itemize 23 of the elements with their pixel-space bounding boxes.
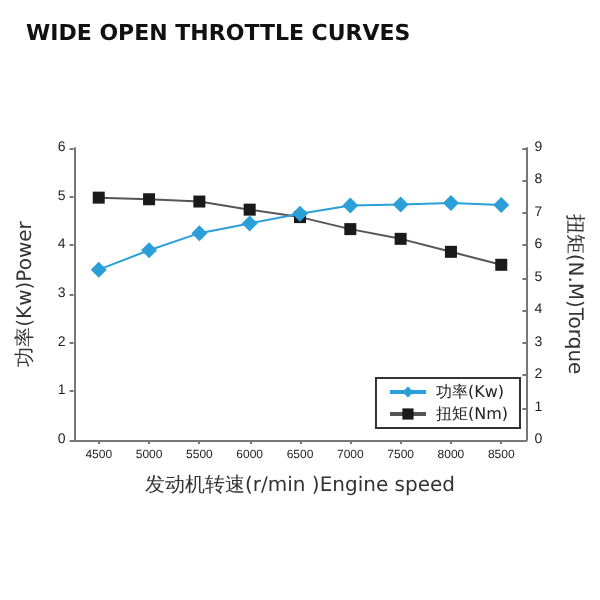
y-axis-title: 功率(Kw)Power	[13, 219, 37, 367]
point	[444, 245, 457, 258]
point	[243, 203, 256, 216]
point	[92, 191, 105, 204]
point	[241, 215, 258, 232]
chart-title: WIDE OPEN THROTTLE CURVES	[26, 20, 411, 46]
legend-label: 功率(Kw)	[435, 383, 505, 401]
point	[191, 225, 208, 242]
point	[442, 194, 459, 211]
point	[90, 261, 107, 278]
point	[394, 232, 407, 245]
point	[493, 196, 510, 213]
x-axis-title: 发动机转速(r/min )Engine speed	[145, 473, 455, 497]
point	[495, 258, 508, 271]
point	[141, 242, 158, 259]
y2-axis-title: 扭矩(N.M)Torque	[563, 213, 587, 375]
point	[392, 196, 409, 213]
point	[292, 205, 308, 222]
legend-label: 扭矩(Nm)	[435, 405, 509, 423]
point	[143, 193, 156, 206]
point	[342, 197, 359, 214]
point	[344, 223, 357, 236]
point	[193, 195, 206, 208]
